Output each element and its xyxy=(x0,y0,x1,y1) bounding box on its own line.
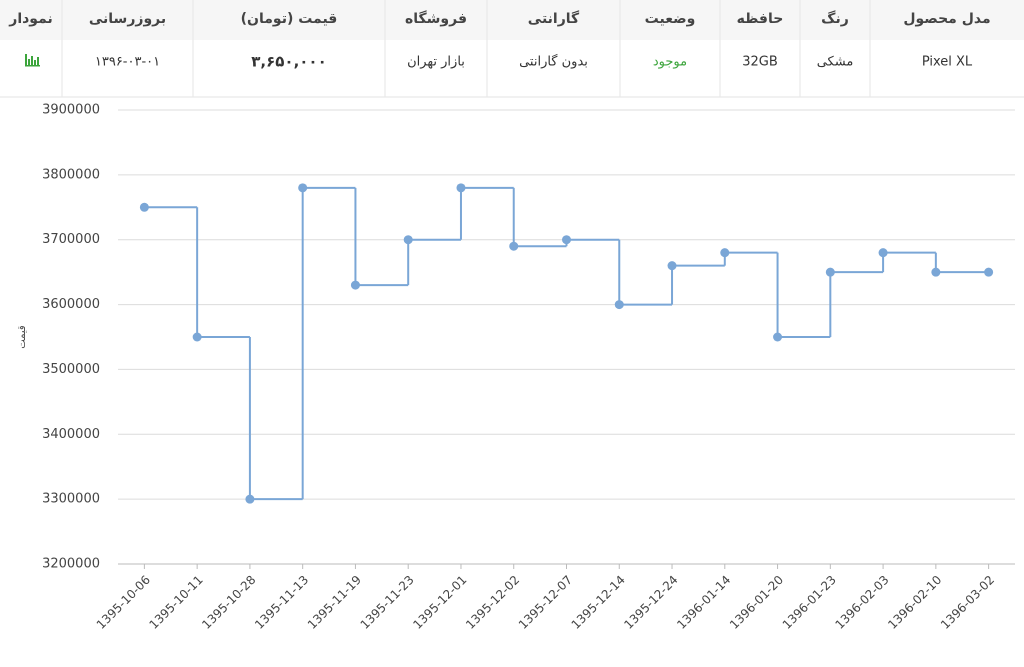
data-point xyxy=(456,183,466,193)
y-tick-label: 3400000 xyxy=(42,427,100,442)
table-header-bg xyxy=(0,0,1024,40)
chart-icon[interactable] xyxy=(25,54,40,67)
data-point xyxy=(720,248,730,258)
y-axis-label: قیمت xyxy=(17,325,28,349)
data-point xyxy=(192,332,202,342)
table-header: نمودار xyxy=(8,11,52,27)
data-point xyxy=(245,494,255,504)
table-header: وضعیت xyxy=(645,11,696,27)
table-header: مدل محصول xyxy=(903,11,990,27)
table-cell: ۱۳۹۶-۰۳-۰۱ xyxy=(95,55,160,70)
x-tick-label: 1395-12-07 xyxy=(516,573,575,632)
x-tick-label: 1396-01-14 xyxy=(674,573,733,632)
x-tick-label: 1396-01-20 xyxy=(727,573,786,632)
table-header: رنگ xyxy=(821,10,849,27)
table-cell: مشکی xyxy=(817,55,854,70)
x-tick-label: 1395-10-28 xyxy=(199,573,258,632)
y-tick-label: 3800000 xyxy=(42,167,100,182)
data-point xyxy=(509,241,519,251)
data-point xyxy=(984,267,994,277)
data-point xyxy=(298,183,308,193)
x-tick-label: 1395-12-24 xyxy=(621,573,680,632)
y-tick-label: 3200000 xyxy=(42,557,100,572)
y-tick-label: 3700000 xyxy=(42,232,100,247)
x-tick-label: 1395-12-14 xyxy=(569,573,628,632)
x-tick-label: 1395-12-01 xyxy=(410,573,469,632)
x-tick-label: 1395-10-06 xyxy=(94,573,153,632)
data-point xyxy=(931,267,941,277)
x-tick-label: 1395-11-23 xyxy=(358,573,417,632)
table-cell: موجود xyxy=(653,55,687,70)
data-point xyxy=(562,235,571,245)
data-point xyxy=(403,235,413,245)
data-point xyxy=(773,332,783,342)
table-cell: بازار تهران xyxy=(407,55,465,70)
table-cell: ۳,۶۵۰,۰۰۰ xyxy=(251,53,326,71)
x-tick-label: 1395-11-19 xyxy=(305,573,364,632)
x-tick-label: 1395-12-02 xyxy=(463,573,522,632)
data-point xyxy=(350,280,360,290)
x-tick-label: 1395-10-11 xyxy=(147,573,206,632)
y-tick-label: 3300000 xyxy=(42,492,100,507)
y-tick-label: 3900000 xyxy=(42,103,100,118)
x-tick-label: 1396-03-02 xyxy=(938,573,997,632)
x-tick-label: 1396-02-03 xyxy=(832,573,891,632)
table-header: قیمت (تومان) xyxy=(241,11,338,27)
table-header: گارانتی xyxy=(528,10,580,27)
y-tick-label: 3600000 xyxy=(42,297,100,312)
x-tick-label: 1395-11-13 xyxy=(252,573,311,632)
data-point xyxy=(614,300,624,310)
table-cell: Pixel XL xyxy=(922,55,973,70)
table-header: بروزرسانی xyxy=(89,11,166,27)
data-point xyxy=(139,202,149,212)
data-point xyxy=(667,261,677,271)
data-point xyxy=(878,248,888,258)
table-header: فروشگاه xyxy=(405,10,467,27)
data-point xyxy=(825,267,835,277)
table-header: حافظه xyxy=(737,11,784,27)
table-cell: 32GB xyxy=(742,55,778,70)
table-cell: بدون گارانتی xyxy=(519,54,588,70)
x-tick-label: 1396-01-23 xyxy=(780,573,839,632)
x-tick-label: 1396-02-10 xyxy=(885,573,944,632)
y-tick-label: 3500000 xyxy=(42,362,100,377)
